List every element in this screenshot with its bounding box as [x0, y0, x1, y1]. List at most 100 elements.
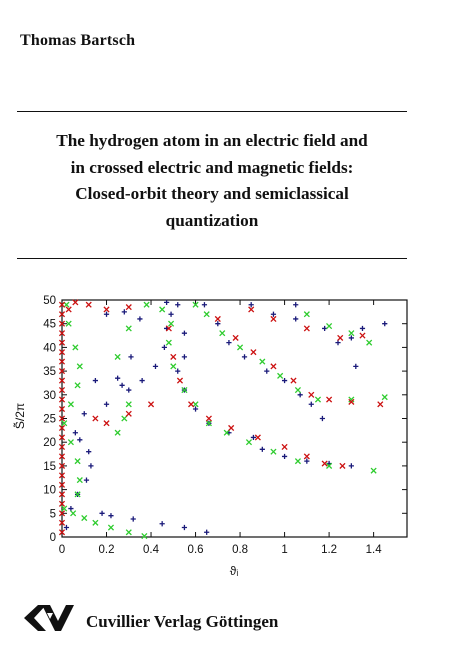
data-point [259, 358, 266, 365]
data-point [130, 516, 136, 522]
data-point [63, 301, 70, 308]
data-point [337, 334, 344, 341]
data-point [81, 411, 87, 417]
data-point [170, 353, 177, 360]
data-point [70, 510, 77, 517]
data-point [188, 401, 195, 408]
data-point [121, 309, 127, 315]
data-point [58, 320, 66, 327]
data-point [264, 368, 270, 374]
data-point [377, 401, 384, 408]
top-divider [17, 111, 407, 112]
data-point [72, 430, 78, 436]
data-point [232, 334, 239, 341]
data-point [125, 325, 132, 332]
data-point [304, 458, 310, 464]
data-point [141, 532, 148, 540]
data-point [58, 510, 66, 517]
data-point [58, 443, 66, 450]
data-point [58, 339, 66, 346]
data-point [245, 439, 253, 446]
data-point [270, 448, 277, 455]
data-point [223, 429, 230, 436]
title-line-1: The hydrogen atom in an electric field a… [56, 131, 368, 150]
data-point [125, 304, 132, 311]
data-point [201, 302, 208, 308]
x-tick-label: 1.2 [321, 544, 337, 556]
y-tick-label: 35 [43, 366, 56, 378]
publisher-name: Cuvillier Verlag Göttingen [86, 612, 279, 631]
data-point [277, 372, 284, 379]
data-point [81, 514, 88, 522]
data-point [321, 460, 328, 467]
data-point [128, 354, 134, 360]
data-point [250, 349, 257, 356]
data-point [270, 363, 277, 370]
data-point [164, 299, 170, 305]
data-point [99, 510, 105, 516]
data-point [103, 311, 110, 317]
data-point [381, 394, 388, 401]
y-axis-label: S̃/2π [12, 403, 27, 429]
data-point [58, 519, 66, 526]
data-point [76, 477, 83, 484]
data-point [74, 491, 81, 498]
data-point [270, 311, 277, 317]
y-tick-label: 40 [43, 342, 56, 354]
data-point [103, 306, 110, 313]
data-point [205, 420, 212, 427]
data-point [83, 477, 90, 483]
data-point [181, 354, 188, 360]
data-point [58, 424, 66, 432]
data-point [165, 325, 172, 332]
x-tick-label: 1.4 [366, 544, 383, 556]
data-point [226, 340, 232, 346]
data-point [228, 424, 235, 432]
data-point [103, 420, 110, 427]
data-point [248, 302, 254, 308]
data-point [92, 377, 98, 384]
data-point [58, 462, 66, 469]
data-point [68, 505, 74, 512]
data-point [348, 335, 354, 341]
series-3 [58, 299, 384, 536]
data-point [308, 401, 314, 407]
x-tick-label: 0 [59, 544, 65, 556]
data-point [125, 401, 132, 408]
data-point [366, 339, 373, 346]
data-point [58, 472, 66, 479]
data-point [205, 415, 212, 422]
data-point [293, 302, 299, 308]
data-point [281, 453, 288, 460]
data-point [168, 320, 175, 327]
y-tick-label: 15 [43, 461, 56, 473]
data-point [58, 368, 66, 375]
data-point [61, 505, 68, 512]
x-axis-label: ϑᵢ [230, 564, 239, 578]
data-point [58, 415, 66, 422]
data-point [250, 434, 257, 441]
data-point [319, 415, 326, 422]
data-point [165, 339, 172, 346]
data-point [114, 429, 121, 436]
data-point [204, 529, 210, 535]
data-point [326, 396, 333, 403]
title-line-3: Closed-orbit theory and semiclassical [75, 184, 349, 203]
data-point [152, 363, 159, 369]
data-point [58, 387, 66, 394]
data-point [170, 363, 177, 370]
data-point [77, 437, 83, 443]
x-tick-label: 0.4 [143, 544, 160, 556]
data-point [92, 415, 99, 422]
data-point [259, 446, 265, 452]
data-point [181, 524, 188, 531]
data-point [63, 524, 70, 531]
data-point [108, 513, 114, 519]
data-point [65, 320, 72, 327]
data-point [58, 358, 66, 365]
data-point [175, 368, 181, 374]
data-point [370, 467, 377, 474]
title-line-4: quantization [165, 210, 259, 230]
data-point [203, 311, 210, 318]
data-point [126, 387, 132, 393]
